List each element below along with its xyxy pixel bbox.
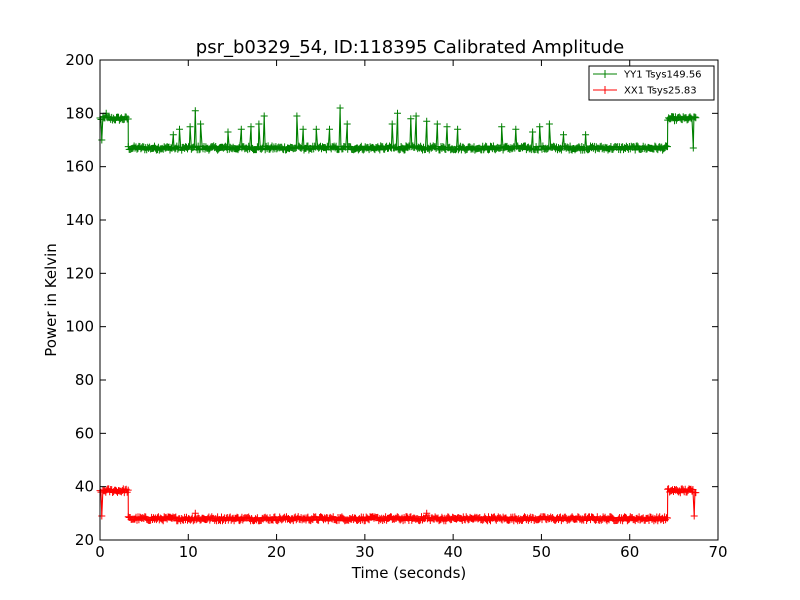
y-tick-label: 40 — [75, 478, 94, 496]
data-point-marker — [443, 123, 451, 131]
data-point-marker — [690, 512, 698, 520]
legend-box — [588, 65, 715, 101]
data-point-marker — [186, 123, 194, 131]
data-point-marker — [247, 123, 255, 131]
legend-marker — [601, 70, 609, 78]
plot-content — [96, 104, 700, 525]
x-tick-label: 0 — [95, 543, 105, 561]
data-point-marker — [98, 512, 106, 520]
data-point-marker — [544, 145, 552, 152]
x-axis: 0 10 20 30 40 50 60 70 — [95, 60, 728, 561]
data-point-marker — [174, 145, 182, 153]
data-point-marker — [433, 120, 441, 128]
data-point-marker — [412, 112, 420, 120]
legend-item: XX1 Tsys25.83 — [593, 86, 697, 97]
data-point-marker — [582, 131, 590, 139]
data-point-marker — [260, 112, 268, 120]
data-point-marker — [312, 125, 320, 133]
data-point-marker — [189, 517, 197, 525]
data-point-marker — [691, 113, 699, 121]
data-point-marker — [237, 125, 245, 133]
data-point-marker — [293, 112, 301, 120]
data-point-marker — [485, 146, 492, 154]
data-point-marker — [688, 487, 696, 495]
y-tick-label: 80 — [75, 371, 94, 389]
plot-frame — [99, 59, 719, 541]
data-point-marker — [407, 115, 415, 123]
data-point-marker — [224, 128, 232, 136]
data-point-marker — [534, 146, 542, 154]
series-markers — [96, 104, 700, 154]
data-point-marker — [245, 513, 253, 521]
x-tick-label: 40 — [444, 543, 463, 561]
data-point-marker — [545, 120, 553, 128]
data-point-marker — [664, 143, 671, 151]
data-point-marker — [692, 114, 700, 122]
data-point-marker — [557, 146, 565, 154]
data-point-marker — [234, 146, 242, 154]
y-tick-label: 160 — [65, 158, 94, 176]
y-tick-label: 60 — [75, 424, 94, 442]
data-point-marker — [692, 489, 700, 497]
data-point-marker — [124, 486, 132, 494]
data-point-marker — [343, 120, 351, 128]
data-point-marker — [191, 509, 199, 517]
x-tick-label: 60 — [620, 543, 639, 561]
data-point-marker — [197, 120, 205, 128]
data-point-marker — [299, 125, 307, 133]
data-point-marker — [98, 136, 106, 144]
x-tick-label: 20 — [267, 543, 286, 561]
data-point-marker — [454, 125, 462, 133]
data-point-marker — [512, 125, 520, 133]
data-point-marker — [124, 115, 132, 123]
data-point-marker — [416, 517, 424, 525]
data-point-marker — [664, 514, 671, 522]
chart-title: psr_b0329_54, ID:118395 Calibrated Ampli… — [196, 37, 624, 58]
legend: YY1 Tsys149.56 XX1 Tsys25.83 — [588, 65, 715, 101]
data-point-marker — [689, 144, 697, 152]
series-yy1 — [96, 104, 700, 154]
y-axis-label: Power in Kelvin — [42, 243, 60, 357]
y-axis: 20 40 60 80 100 120 140 160 180 200 — [65, 51, 718, 549]
x-tick-label: 50 — [532, 543, 551, 561]
data-point-marker — [526, 144, 534, 152]
x-tick-label: 30 — [355, 543, 374, 561]
y-tick-label: 100 — [65, 318, 94, 336]
legend-label: YY1 Tsys149.56 — [623, 70, 702, 81]
data-point-marker — [176, 125, 183, 133]
y-tick-label: 140 — [65, 211, 94, 229]
legend-marker — [601, 86, 609, 94]
y-tick-label: 180 — [65, 104, 94, 122]
data-point-marker — [560, 131, 567, 139]
data-point-marker — [191, 107, 199, 115]
data-point-marker — [326, 125, 333, 133]
data-point-marker — [195, 146, 203, 154]
y-tick-label: 120 — [65, 264, 94, 282]
data-point-marker — [423, 117, 431, 125]
data-point-marker — [388, 120, 396, 128]
x-tick-label: 70 — [708, 543, 727, 561]
data-point-marker — [529, 128, 537, 136]
data-point-marker — [172, 513, 180, 521]
data-point-marker — [255, 120, 263, 128]
x-tick-label: 10 — [179, 543, 198, 561]
data-point-marker — [336, 104, 344, 112]
data-point-marker — [169, 131, 177, 139]
data-point-marker — [498, 123, 506, 131]
x-axis-label: Time (seconds) — [351, 564, 467, 582]
y-tick-label: 200 — [65, 51, 94, 69]
legend-item: YY1 Tsys149.56 — [593, 70, 702, 81]
series-markers — [96, 485, 700, 525]
data-point-marker — [423, 509, 431, 517]
legend-label: XX1 Tsys25.83 — [624, 86, 697, 97]
y-tick-label: 20 — [75, 531, 94, 549]
data-point-marker — [394, 109, 401, 117]
series-xx1 — [96, 485, 700, 525]
data-point-marker — [536, 123, 544, 131]
